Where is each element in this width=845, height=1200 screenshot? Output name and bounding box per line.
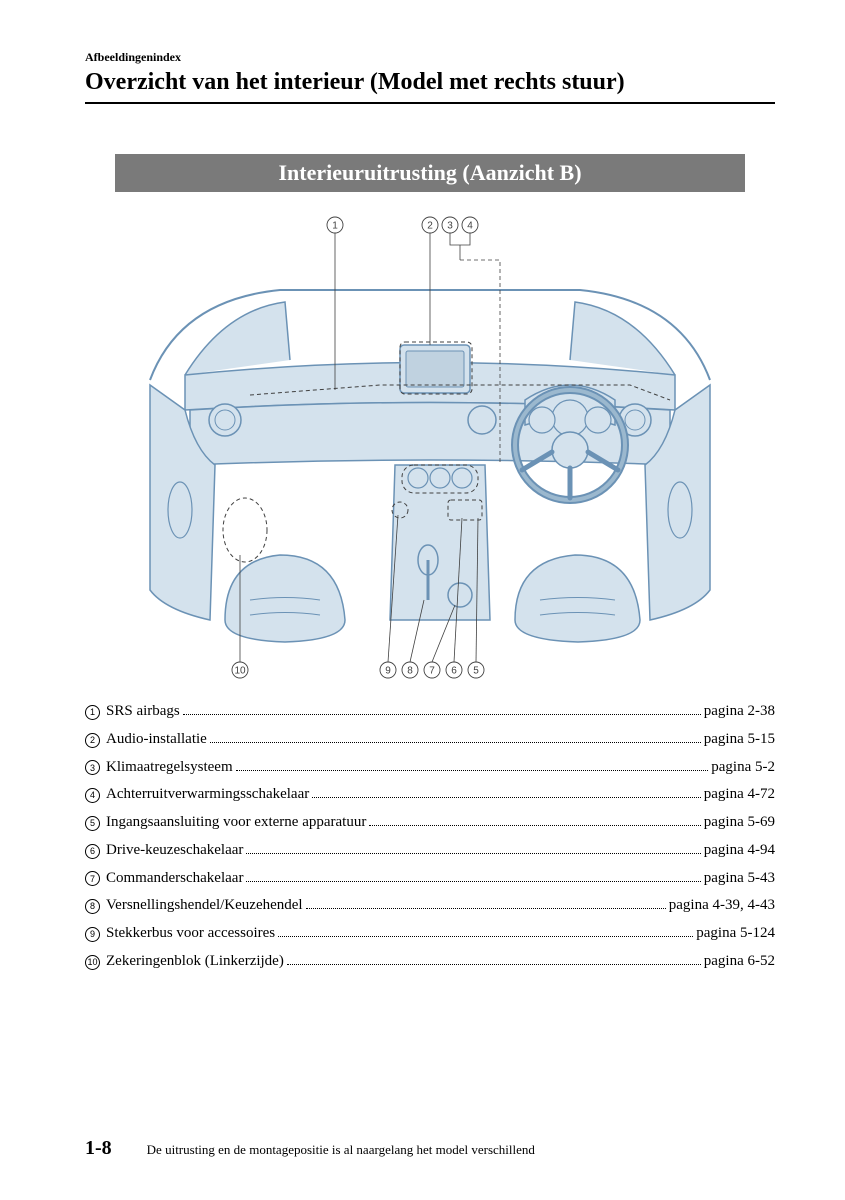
item-page-ref: pagina 5-15 [704, 726, 775, 754]
item-page-ref: pagina 2-38 [704, 698, 775, 726]
item-page-ref: pagina 5-2 [711, 754, 775, 782]
item-label: Achterruitverwarmingsschakelaar [106, 781, 309, 809]
svg-text:6: 6 [451, 666, 457, 677]
item-number: 3 [85, 760, 100, 775]
item-leader-dots [312, 797, 701, 798]
section-header: Interieuruitrusting (Aanzicht B) [115, 154, 745, 192]
breadcrumb: Afbeeldingenindex [85, 50, 775, 65]
item-leader-dots [369, 825, 700, 826]
item-number: 6 [85, 844, 100, 859]
item-leader-dots [210, 742, 701, 743]
item-page-ref: pagina 6-52 [704, 948, 775, 976]
item-row: 4 Achterruitverwarmingsschakelaar pagina 4… [85, 781, 775, 809]
item-leader-dots [183, 714, 701, 715]
svg-text:3: 3 [447, 221, 453, 232]
svg-text:2: 2 [427, 221, 433, 232]
item-leader-dots [236, 770, 709, 771]
svg-text:8: 8 [407, 666, 413, 677]
item-row: 1 SRS airbags pagina 2-38 [85, 698, 775, 726]
svg-text:10: 10 [234, 666, 246, 677]
svg-text:5: 5 [473, 666, 479, 677]
item-list: 1 SRS airbags pagina 2-38 2 Audio-installati… [85, 698, 775, 976]
dashboard-svg: 1 2 3 4 10 9 8 7 6 5 [130, 200, 730, 680]
item-label: Commanderschakelaar [106, 865, 243, 893]
item-row: 3 Klimaatregelsysteem pagina 5-2 [85, 754, 775, 782]
item-number: 9 [85, 927, 100, 942]
item-page-ref: pagina 5-124 [696, 920, 775, 948]
item-label: Klimaatregelsysteem [106, 754, 233, 782]
page-number: 1-8 [85, 1137, 112, 1160]
item-label: Zekeringenblok (Linkerzijde) [106, 948, 284, 976]
item-number: 7 [85, 871, 100, 886]
item-number: 2 [85, 733, 100, 748]
item-row: 6 Drive-keuzeschakelaar pagina 4-94 [85, 837, 775, 865]
item-row: 10 Zekeringenblok (Linkerzijde) pagina 6-5… [85, 948, 775, 976]
item-row: 5 Ingangsaansluiting voor externe apparat… [85, 809, 775, 837]
item-row: 2 Audio-installatie pagina 5-15 [85, 726, 775, 754]
item-leader-dots [246, 881, 700, 882]
item-page-ref: pagina 5-43 [704, 865, 775, 893]
item-leader-dots [306, 908, 666, 909]
item-number: 5 [85, 816, 100, 831]
svg-text:4: 4 [467, 221, 473, 232]
item-label: Stekkerbus voor accessoires [106, 920, 275, 948]
item-page-ref: pagina 4-94 [704, 837, 775, 865]
item-label: SRS airbags [106, 698, 180, 726]
item-label: Drive-keuzeschakelaar [106, 837, 243, 865]
interior-diagram: 1 2 3 4 10 9 8 7 6 5 [130, 200, 730, 680]
item-leader-dots [278, 936, 693, 937]
item-row: 9 Stekkerbus voor accessoires pagina 5-124 [85, 920, 775, 948]
svg-text:1: 1 [332, 221, 338, 232]
svg-text:7: 7 [429, 666, 435, 677]
title-rule [85, 102, 775, 104]
item-number: 10 [85, 955, 100, 970]
item-number: 8 [85, 899, 100, 914]
item-number: 4 [85, 788, 100, 803]
page-title: Overzicht van het interieur (Model met r… [85, 69, 775, 96]
footer-note: De uitrusting en de montagepositie is al… [147, 1142, 535, 1158]
item-label: Ingangsaansluiting voor externe apparatu… [106, 809, 366, 837]
item-row: 8 Versnellingshendel/Keuzehendel pagina 4-… [85, 892, 775, 920]
svg-text:9: 9 [385, 666, 391, 677]
item-leader-dots [246, 853, 700, 854]
item-row: 7 Commanderschakelaar pagina 5-43 [85, 865, 775, 893]
item-label: Audio-installatie [106, 726, 207, 754]
item-page-ref: pagina 5-69 [704, 809, 775, 837]
item-page-ref: pagina 4-72 [704, 781, 775, 809]
page-footer: 1-8 De uitrusting en de montagepositie i… [85, 1137, 775, 1160]
item-page-ref: pagina 4-39, 4-43 [669, 892, 775, 920]
item-label: Versnellingshendel/Keuzehendel [106, 892, 303, 920]
item-leader-dots [287, 964, 701, 965]
item-number: 1 [85, 705, 100, 720]
